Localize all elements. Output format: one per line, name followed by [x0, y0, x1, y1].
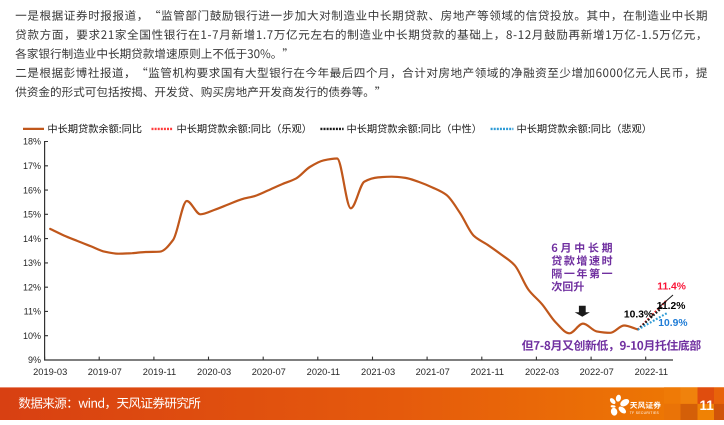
- svg-text:2021-07: 2021-07: [416, 367, 450, 377]
- svg-text:10.3%: 10.3%: [624, 309, 653, 320]
- svg-text:12%: 12%: [23, 282, 41, 292]
- svg-text:16%: 16%: [23, 185, 41, 195]
- svg-text:2019-07: 2019-07: [88, 367, 122, 377]
- svg-text:11.2%: 11.2%: [657, 301, 686, 312]
- svg-text:2022-07: 2022-07: [580, 367, 614, 377]
- svg-text:TF SECURITIES: TF SECURITIES: [630, 411, 660, 415]
- svg-text:11: 11: [700, 398, 715, 413]
- svg-text:13%: 13%: [23, 258, 41, 268]
- svg-text:2021-11: 2021-11: [471, 367, 504, 377]
- svg-text:2019-11: 2019-11: [143, 367, 176, 377]
- svg-text:15%: 15%: [23, 210, 41, 220]
- svg-text:2022-11: 2022-11: [635, 367, 668, 377]
- svg-text:2020-03: 2020-03: [197, 367, 231, 377]
- svg-text:2022-03: 2022-03: [525, 367, 559, 377]
- svg-text:14%: 14%: [23, 234, 41, 244]
- svg-text:11.4%: 11.4%: [657, 282, 686, 293]
- svg-text:2020-07: 2020-07: [252, 367, 286, 377]
- svg-text:10%: 10%: [23, 331, 41, 341]
- svg-text:9%: 9%: [28, 355, 41, 365]
- svg-text:10.9%: 10.9%: [658, 318, 687, 329]
- svg-text:17%: 17%: [23, 161, 41, 171]
- svg-text:2020-11: 2020-11: [307, 367, 340, 377]
- svg-text:11%: 11%: [24, 307, 41, 317]
- svg-text:18%: 18%: [23, 137, 41, 147]
- svg-text:2019-03: 2019-03: [33, 367, 67, 377]
- svg-text:2021-03: 2021-03: [361, 367, 395, 377]
